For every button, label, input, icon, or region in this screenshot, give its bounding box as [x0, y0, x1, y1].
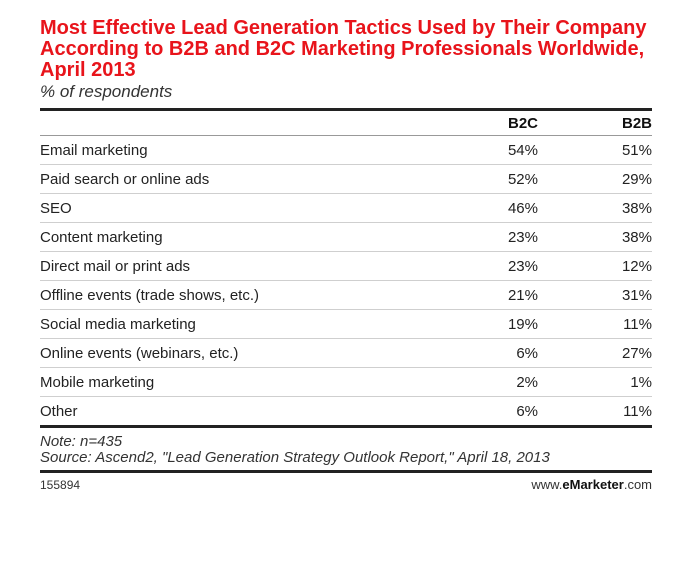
value-cell-b2b: 11%	[538, 309, 652, 339]
brand-suffix: .com	[623, 477, 652, 492]
column-header-b2c: B2C	[360, 108, 538, 136]
chart-id: 155894	[40, 478, 81, 492]
notes-block: Note: n=435 Source: Ascend2, "Lead Gener…	[40, 434, 652, 473]
brand-logo: www.eMarketer.com	[531, 477, 652, 492]
value-cell-b2b: 38%	[538, 222, 652, 252]
table-body: Email marketing 54% 51% Paid search or onli…	[40, 135, 652, 428]
table-row: Paid search or online ads 52% 29%	[40, 164, 652, 194]
row-label: Email marketing	[40, 135, 360, 165]
value-cell-b2b: 27%	[538, 338, 652, 368]
value-cell-b2b: 12%	[538, 251, 652, 281]
row-label: Direct mail or print ads	[40, 251, 360, 281]
header-label-cell	[40, 108, 360, 136]
brand-prefix: www.	[531, 477, 563, 492]
table-row: Content marketing 23% 38%	[40, 222, 652, 252]
value-cell-b2b: 51%	[538, 135, 652, 165]
table-row: Offline events (trade shows, etc.) 21% 31%	[40, 280, 652, 310]
row-label: Social media marketing	[40, 309, 360, 339]
value-cell-b2c: 52%	[360, 164, 538, 194]
row-label: Offline events (trade shows, etc.)	[40, 280, 360, 310]
table-row: Email marketing 54% 51%	[40, 135, 652, 165]
data-table: B2C B2B Email marketing 54% 51% Paid search…	[40, 108, 652, 428]
chart-frame: Most Effective Lead Generation Tactics U…	[40, 18, 652, 492]
chart-title: Most Effective Lead Generation Tactics U…	[40, 17, 647, 81]
table-row: Direct mail or print ads 23% 12%	[40, 251, 652, 281]
value-cell-b2c: 23%	[360, 222, 538, 252]
note-text: Note: n=435	[40, 433, 123, 450]
value-cell-b2b: 31%	[538, 280, 652, 310]
source-text: Source: Ascend2, "Lead Generation Strate…	[40, 449, 550, 466]
value-cell-b2b: 1%	[538, 367, 652, 397]
table-row: SEO 46% 38%	[40, 193, 652, 223]
value-cell-b2c: 6%	[360, 396, 538, 428]
value-cell-b2c: 21%	[360, 280, 538, 310]
row-label: Paid search or online ads	[40, 164, 360, 194]
value-cell-b2c: 23%	[360, 251, 538, 281]
row-label: Other	[40, 396, 360, 428]
row-label: SEO	[40, 193, 360, 223]
value-cell-b2b: 29%	[538, 164, 652, 194]
table-row: Mobile marketing 2% 1%	[40, 367, 652, 397]
table-row: Social media marketing 19% 11%	[40, 309, 652, 339]
value-cell-b2b: 11%	[538, 396, 652, 428]
table-header-row: B2C B2B	[40, 108, 652, 136]
column-header-b2b: B2B	[538, 108, 652, 136]
row-label: Mobile marketing	[40, 367, 360, 397]
row-label: Online events (webinars, etc.)	[40, 338, 360, 368]
value-cell-b2c: 54%	[360, 135, 538, 165]
value-cell-b2c: 19%	[360, 309, 538, 339]
chart-subtitle: % of respondents	[40, 82, 173, 101]
table-row: Other 6% 11%	[40, 396, 652, 428]
value-cell-b2c: 6%	[360, 338, 538, 368]
brand-name: eMarketer	[562, 477, 624, 492]
value-cell-b2b: 38%	[538, 193, 652, 223]
row-label: Content marketing	[40, 222, 360, 252]
footer: 155894 www.eMarketer.com	[40, 477, 652, 492]
table-row: Online events (webinars, etc.) 6% 27%	[40, 338, 652, 368]
value-cell-b2c: 2%	[360, 367, 538, 397]
value-cell-b2c: 46%	[360, 193, 538, 223]
